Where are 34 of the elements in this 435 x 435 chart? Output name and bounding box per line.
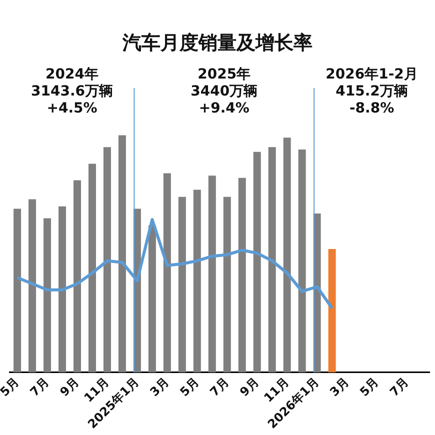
bar	[283, 138, 291, 372]
bar	[223, 196, 231, 372]
x-tick-label: 5月	[177, 374, 202, 400]
bar	[193, 190, 201, 372]
bar	[14, 208, 22, 372]
bar	[148, 225, 156, 372]
x-tick-label: 7月	[387, 374, 412, 400]
bar	[253, 152, 261, 372]
bar	[103, 147, 111, 372]
bar	[88, 164, 96, 372]
bar	[298, 149, 306, 372]
text: 2024年 3143.6万辆 +4.5%	[30, 66, 114, 117]
x-tick-label: 7月	[207, 374, 232, 400]
bar	[28, 199, 36, 372]
x-tick-label: 7月	[27, 374, 52, 400]
bar	[208, 176, 216, 372]
x-tick-label: 5月	[0, 374, 22, 400]
text: 2026年1-2月 415.2万辆 -8.8%	[326, 66, 418, 117]
bar	[44, 218, 52, 372]
x-tick-label: 5月	[357, 374, 382, 400]
text: 2025年 3440万辆 +9.4%	[190, 66, 258, 117]
bar	[178, 196, 186, 372]
bar	[268, 147, 276, 372]
bar	[328, 249, 336, 372]
bar	[163, 173, 171, 372]
bar	[238, 178, 246, 372]
x-tick-label: 3月	[327, 374, 352, 400]
x-tick-label: 3月	[147, 374, 172, 400]
x-tick-label: 9月	[237, 374, 262, 400]
bar	[58, 206, 66, 372]
bar	[74, 180, 81, 372]
chart-title: 汽车月度销量及增长率	[121, 31, 314, 56]
bar	[118, 135, 126, 372]
x-tick-label: 9月	[57, 374, 82, 400]
